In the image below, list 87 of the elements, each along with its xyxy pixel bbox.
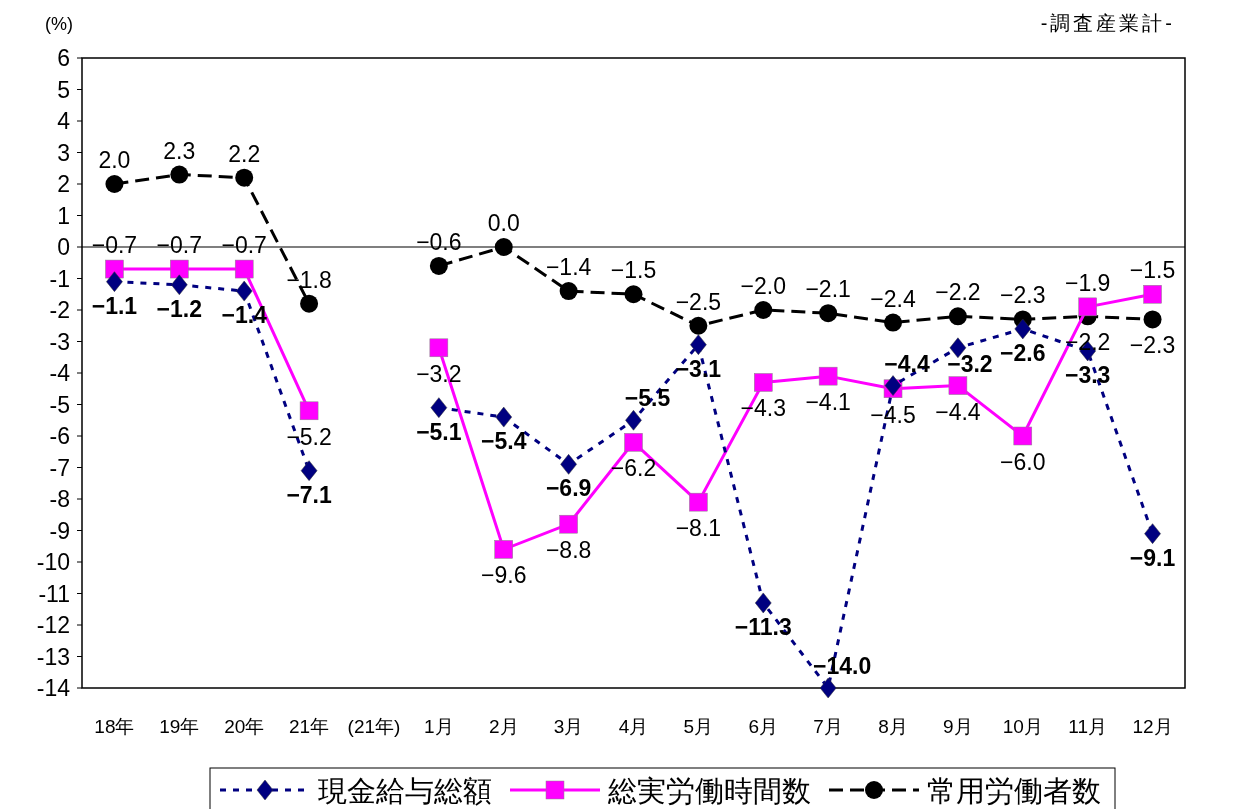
data-label: −0.7 (221, 232, 267, 259)
data-label: −9.6 (481, 562, 527, 589)
x-tick-label: 3月 (553, 716, 584, 737)
data-label: −3.3 (1064, 361, 1111, 388)
x-tick-label: 20年 (224, 716, 265, 737)
y-tick-label: 0 (57, 234, 70, 260)
y-tick-label: -13 (36, 643, 70, 670)
data-label: −6.2 (610, 455, 657, 482)
chart-title: -調査産業計- (1040, 12, 1175, 34)
y-tick-label: 5 (57, 76, 70, 103)
data-label: −1.8 (286, 266, 332, 293)
y-tick-label: -14 (36, 675, 71, 701)
data-label: −1.1 (91, 292, 138, 319)
data-label: −1.5 (610, 257, 657, 284)
x-tick-label: 1月 (424, 716, 454, 737)
x-tick-label: 7月 (813, 716, 843, 737)
data-label: −1.9 (1064, 269, 1111, 296)
legend-label: 現金給与総額 (318, 775, 492, 807)
x-tick-label: 19年 (159, 716, 200, 737)
data-label: −8.1 (675, 515, 722, 542)
y-tick-label: 3 (57, 139, 70, 166)
data-label: −5.1 (416, 418, 462, 445)
y-tick-label: -9 (49, 517, 70, 544)
y-tick-label: -4 (49, 360, 71, 386)
data-label: −3.1 (675, 355, 722, 382)
data-label: −14.0 (813, 653, 872, 679)
x-tick-label: (21年) (347, 716, 401, 737)
data-label: −1.2 (156, 295, 203, 322)
x-tick-label: 21年 (289, 716, 330, 737)
y-tick-label: -3 (49, 328, 70, 355)
data-label: 2.0 (98, 147, 131, 173)
y-tick-label: 1 (57, 202, 70, 229)
data-label: 2.2 (228, 140, 261, 167)
data-label: −4.5 (870, 401, 916, 428)
legend-label: 常用労働者数 (927, 775, 1101, 807)
data-label: −2.3 (1000, 282, 1046, 309)
legend-label: 総実労働時間数 (607, 775, 811, 807)
y-axis-title: (%) (45, 14, 73, 34)
x-tick-label: 11月 (1068, 716, 1108, 737)
data-label: −5.5 (624, 385, 671, 412)
data-label: −2.0 (740, 273, 786, 299)
y-tick-label: 6 (57, 45, 70, 71)
data-label: 2.3 (163, 137, 196, 164)
data-label: −6.0 (1000, 449, 1046, 475)
data-label: −0.7 (91, 232, 138, 259)
data-label: −5.4 (481, 428, 527, 455)
y-tick-label: -12 (36, 612, 70, 638)
data-label: −2.4 (870, 285, 916, 312)
data-label: −3.2 (947, 350, 993, 377)
data-label: −9.1 (1129, 544, 1176, 571)
data-label: −6.9 (545, 475, 592, 502)
data-label: −4.1 (805, 389, 851, 416)
y-tick-label: -1 (49, 265, 70, 292)
data-label: −0.6 (416, 228, 462, 255)
x-tick-label: 18年 (94, 716, 135, 737)
y-tick-label: -6 (49, 423, 70, 449)
y-tick-label: -10 (36, 549, 70, 575)
y-tick-label: 2 (57, 171, 70, 197)
data-label: −2.6 (1000, 339, 1046, 366)
data-label: −4.4 (884, 350, 930, 377)
data-label: −2.3 (1129, 332, 1176, 359)
x-tick-label: 8月 (878, 716, 908, 737)
data-label: −1.5 (1129, 257, 1176, 284)
data-label: −7.1 (286, 481, 332, 508)
x-tick-label: 6月 (748, 716, 779, 737)
data-label: −0.7 (156, 232, 203, 259)
y-tick-label: -7 (49, 454, 70, 481)
data-label: −2.1 (805, 276, 851, 303)
data-label: −2.2 (935, 279, 981, 306)
data-label: −11.3 (734, 613, 792, 640)
y-tick-label: -8 (49, 486, 70, 512)
y-tick-label: 4 (57, 108, 71, 134)
x-tick-label: 5月 (683, 716, 714, 737)
data-label: 0.0 (487, 210, 520, 236)
y-tick-label: -2 (49, 297, 70, 323)
data-label: −5.2 (286, 423, 332, 450)
x-tick-label: 9月 (943, 716, 973, 737)
x-tick-label: 10月 (1002, 716, 1043, 737)
data-label: −1.4 (545, 254, 592, 281)
data-label: −2.5 (675, 288, 722, 315)
x-tick-label: 2月 (488, 716, 519, 737)
y-tick-label: -5 (49, 391, 70, 418)
x-tick-label: 12月 (1132, 716, 1173, 737)
y-tick-label: -11 (38, 580, 70, 607)
x-tick-label: 4月 (618, 716, 649, 737)
data-label: −4.4 (935, 398, 981, 425)
data-label: −8.8 (545, 537, 592, 564)
